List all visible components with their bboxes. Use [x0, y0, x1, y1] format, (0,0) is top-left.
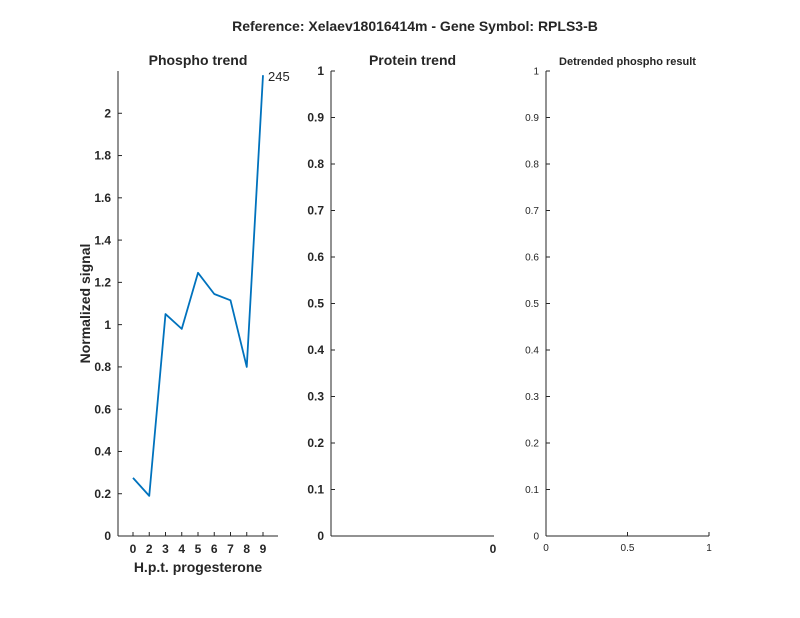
x-tick-label: 4: [178, 542, 185, 556]
phospho-series-line: [132, 75, 264, 497]
protein-trend-panel: Protein trend 0 0.1 0.2 0.3 0.4 0.5 0.6 0.7 0.8 0.…: [307, 52, 496, 556]
y-tick-label: 0.6: [307, 250, 324, 264]
y-tick-label: 0.3: [525, 392, 539, 403]
y-tick-label: 0.8: [94, 360, 111, 374]
y-tick-label: 0.4: [525, 346, 539, 357]
panel-title: Protein trend: [369, 52, 456, 68]
y-tick-label: 1: [104, 318, 111, 332]
y-tick-label: 0.1: [525, 485, 539, 496]
panel-title: Phospho trend: [149, 52, 248, 68]
y-tick-label: 1.4: [94, 233, 111, 247]
y-tick-label: 1.2: [94, 276, 111, 290]
y-tick-label: 0.1: [307, 483, 324, 497]
y-tick-label: 0.9: [525, 113, 539, 124]
x-tick-label: 9: [260, 542, 267, 556]
y-tick-label: 0: [104, 529, 111, 543]
data-annotation-label: 245: [268, 69, 290, 84]
y-tick-label: 0: [317, 529, 324, 543]
y-tick-label: 1.6: [94, 191, 111, 205]
y-tick-label: 0.6: [94, 402, 111, 416]
y-axis-label: Normalized signal: [77, 244, 93, 364]
y-tick-label: 0.2: [94, 487, 111, 501]
y-tick-label: 0.8: [307, 157, 324, 171]
y-tick-label: 0.8: [525, 160, 539, 171]
x-tick-label: 8: [243, 542, 250, 556]
y-tick-label: 0.5: [307, 297, 324, 311]
y-tick-label: 1: [533, 67, 539, 78]
y-tick-label: 0.4: [307, 343, 324, 357]
x-tick-label: 7: [227, 542, 234, 556]
phospho-trend-panel: Phospho trend 0 0.2 0.4 0.6 0.8 1 1.2 1.4 1.6 1.8 2…: [77, 52, 290, 575]
y-tick-label: 0.5: [525, 299, 539, 310]
y-tick-label: 0.6: [525, 253, 539, 264]
x-tick-label: 6: [211, 542, 218, 556]
x-tick-label: 0.5: [621, 543, 635, 554]
panel-title: Detrended phospho result: [559, 56, 696, 68]
y-tick-label: 1.8: [94, 149, 111, 163]
y-tick-label: 0.2: [525, 439, 539, 450]
x-axis-label: H.p.t. progesterone: [134, 559, 263, 575]
y-tick-label: 0.7: [525, 206, 539, 217]
y-tick-label: 0.9: [307, 111, 324, 125]
x-tick-label: 0: [490, 542, 497, 556]
y-tick-label: 2: [104, 106, 111, 120]
x-tick-label: 1: [706, 543, 712, 554]
x-tick-label: 3: [162, 542, 169, 556]
y-tick-label: 0.7: [307, 204, 324, 218]
y-tick-label: 0.4: [94, 445, 111, 459]
x-tick-label: 0: [543, 543, 549, 554]
x-tick-label: 5: [195, 542, 202, 556]
y-tick-label: 0: [533, 532, 539, 543]
x-tick-label: 0: [130, 542, 137, 556]
y-tick-label: 0.3: [307, 390, 324, 404]
y-tick-label: 1: [317, 64, 324, 78]
x-tick-label: 2: [146, 542, 153, 556]
y-tick-label: 0.2: [307, 436, 324, 450]
detrended-phospho-panel: Detrended phospho result 0 0.1 0.2 0.3 0.4 0.5…: [525, 56, 712, 554]
figure-suptitle: Reference: Xelaev18016414m - Gene Symbol…: [232, 18, 598, 34]
